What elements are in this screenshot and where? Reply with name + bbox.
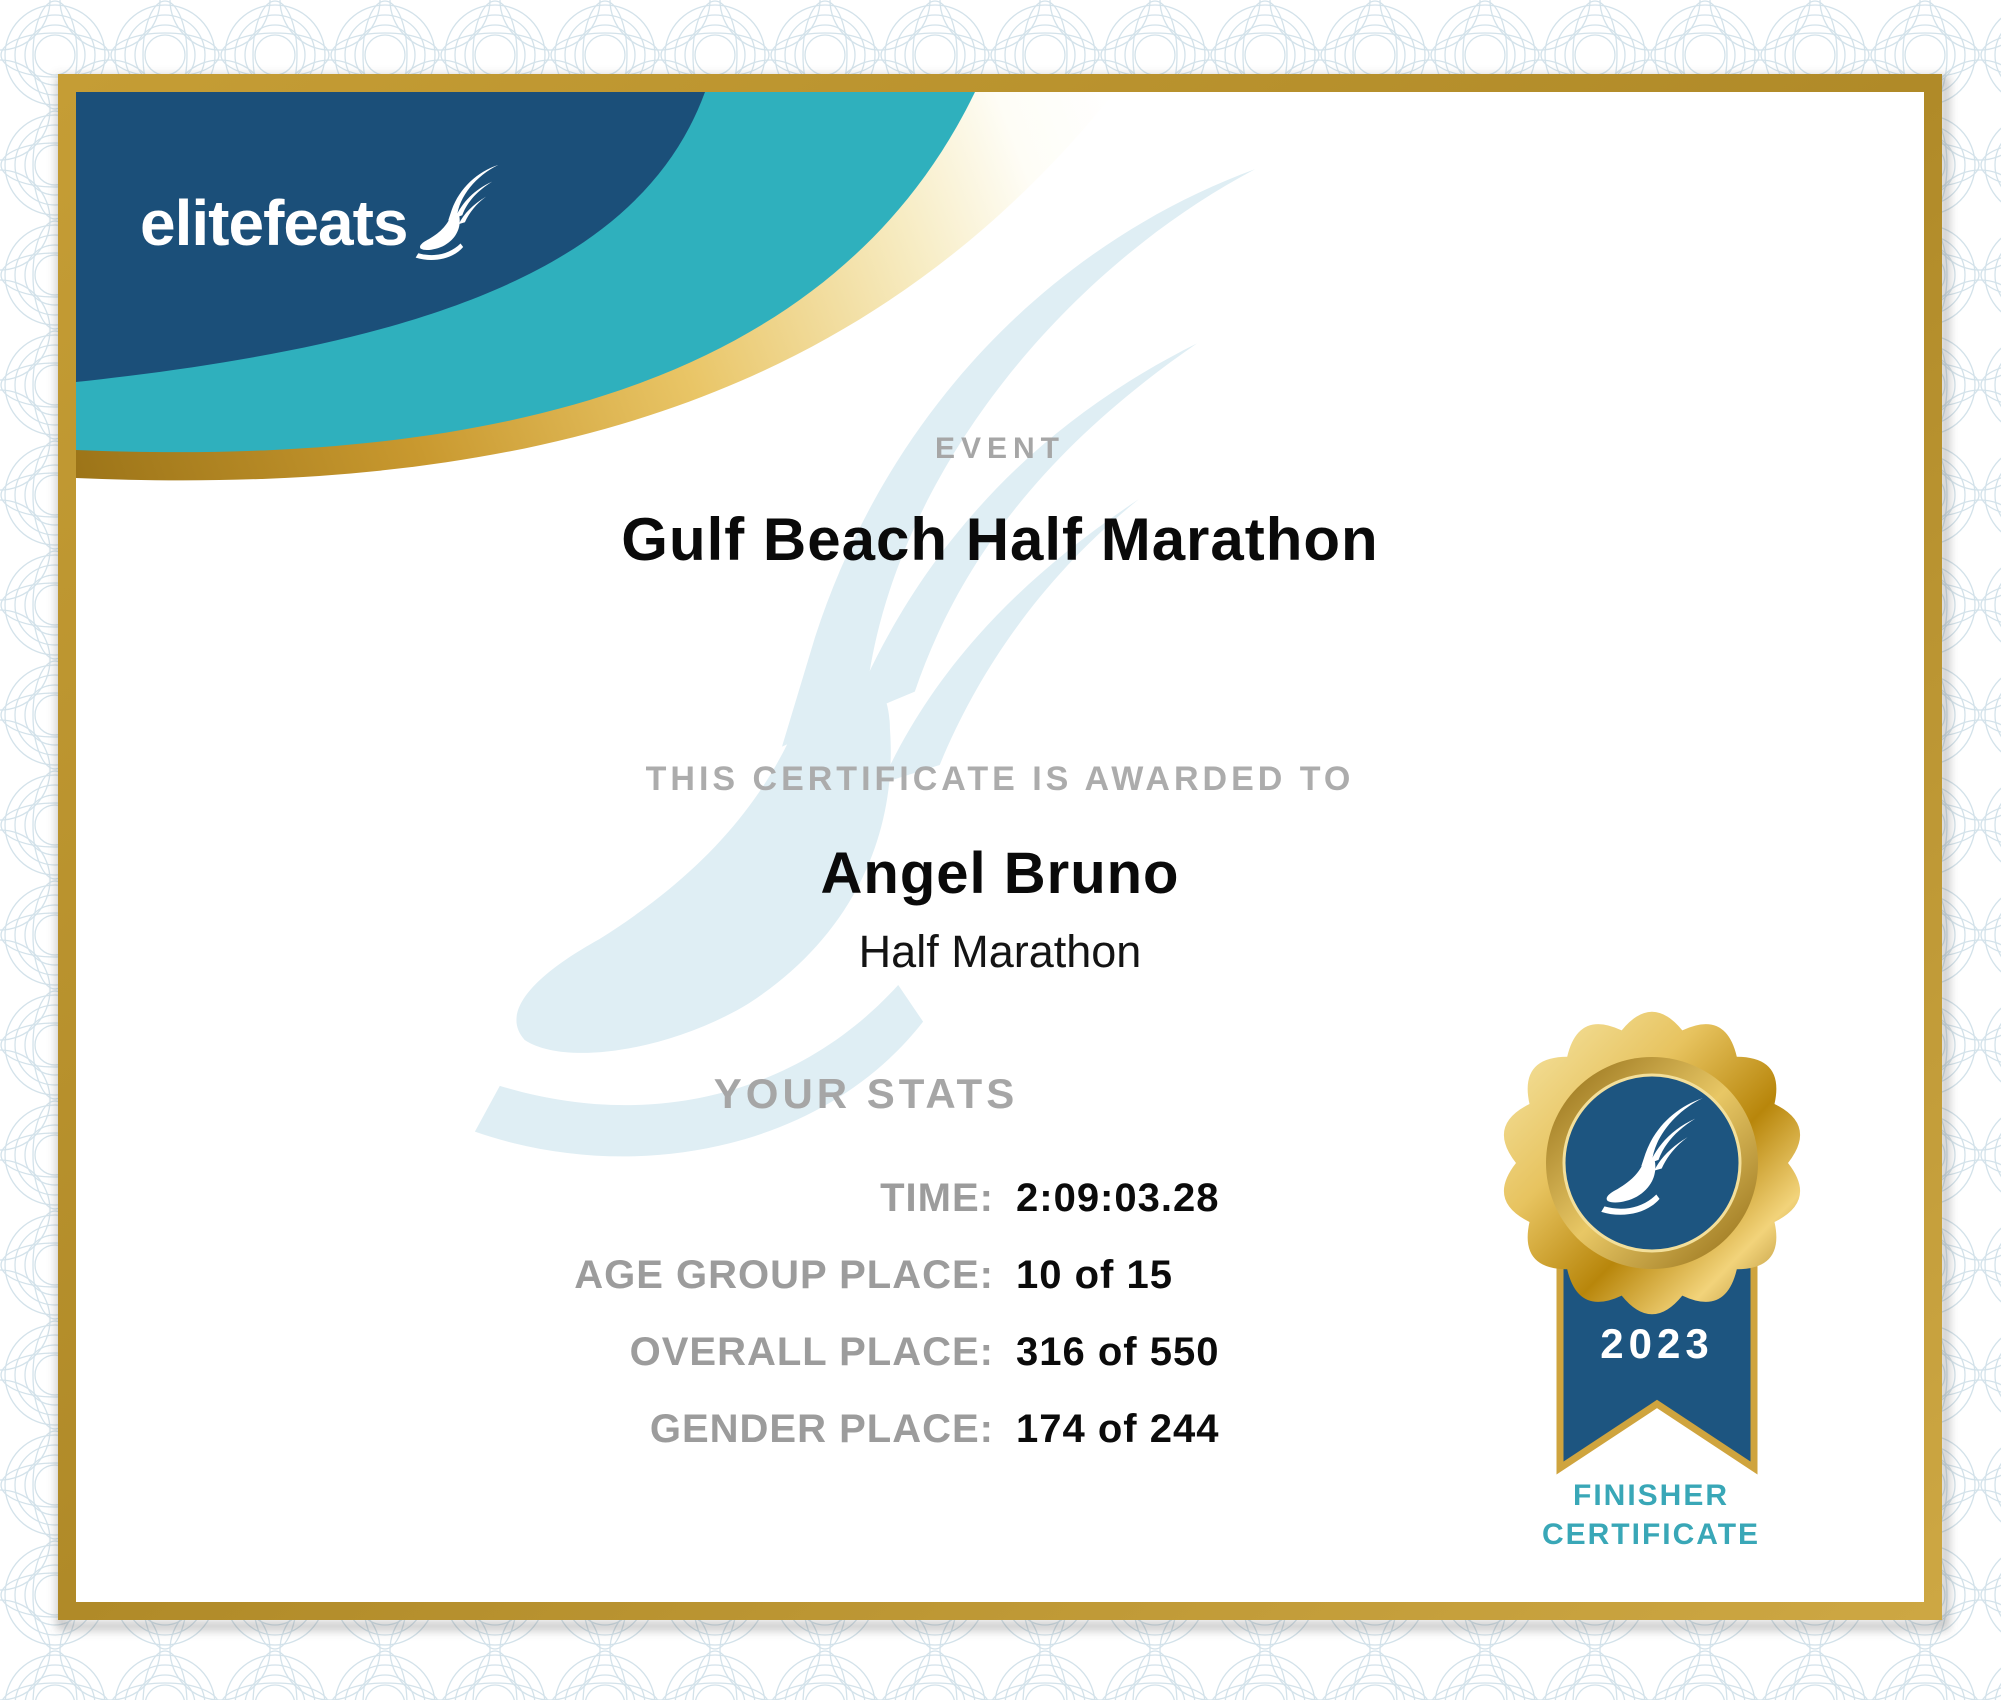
brand-logo-text: elitefeats	[140, 187, 408, 259]
stat-label-age-group-place: AGE GROUP PLACE:	[574, 1253, 994, 1297]
stat-value-gender-place: 174 of 244	[1016, 1407, 1220, 1451]
badge-year: 2023	[1600, 1320, 1714, 1367]
race-distance: Half Marathon	[858, 926, 1142, 977]
gold-frame	[58, 74, 1942, 1620]
event-title: Gulf Beach Half Marathon	[621, 506, 1379, 573]
awarded-to-label: THIS CERTIFICATE IS AWARDED TO	[645, 760, 1355, 798]
banner-navy-swoosh	[76, 92, 705, 382]
stat-label-time: TIME:	[880, 1176, 994, 1220]
stat-label-gender-place: GENDER PLACE:	[649, 1407, 994, 1451]
event-label: EVENT	[934, 432, 1066, 465]
stat-value-overall-place: 316 of 550	[1016, 1330, 1220, 1374]
stat-value-age-group-place: 10 of 15	[1016, 1253, 1173, 1297]
stat-value-time: 2:09:03.28	[1016, 1176, 1220, 1220]
finisher-caption: FINISHER CERTIFICATE	[1542, 1476, 1760, 1554]
finisher-caption-line2: CERTIFICATE	[1541, 1518, 1761, 1551]
recipient-name: Angel Bruno	[820, 841, 1180, 906]
stats-table: TIME: 2:09:03.28 AGE GROUP PLACE: 10 of …	[480, 1176, 1436, 1484]
finisher-caption-line1: FINISHER	[1572, 1479, 1730, 1512]
stat-label-overall-place: OVERALL PLACE:	[629, 1330, 994, 1374]
stats-heading: YOUR STATS	[713, 1070, 1019, 1117]
